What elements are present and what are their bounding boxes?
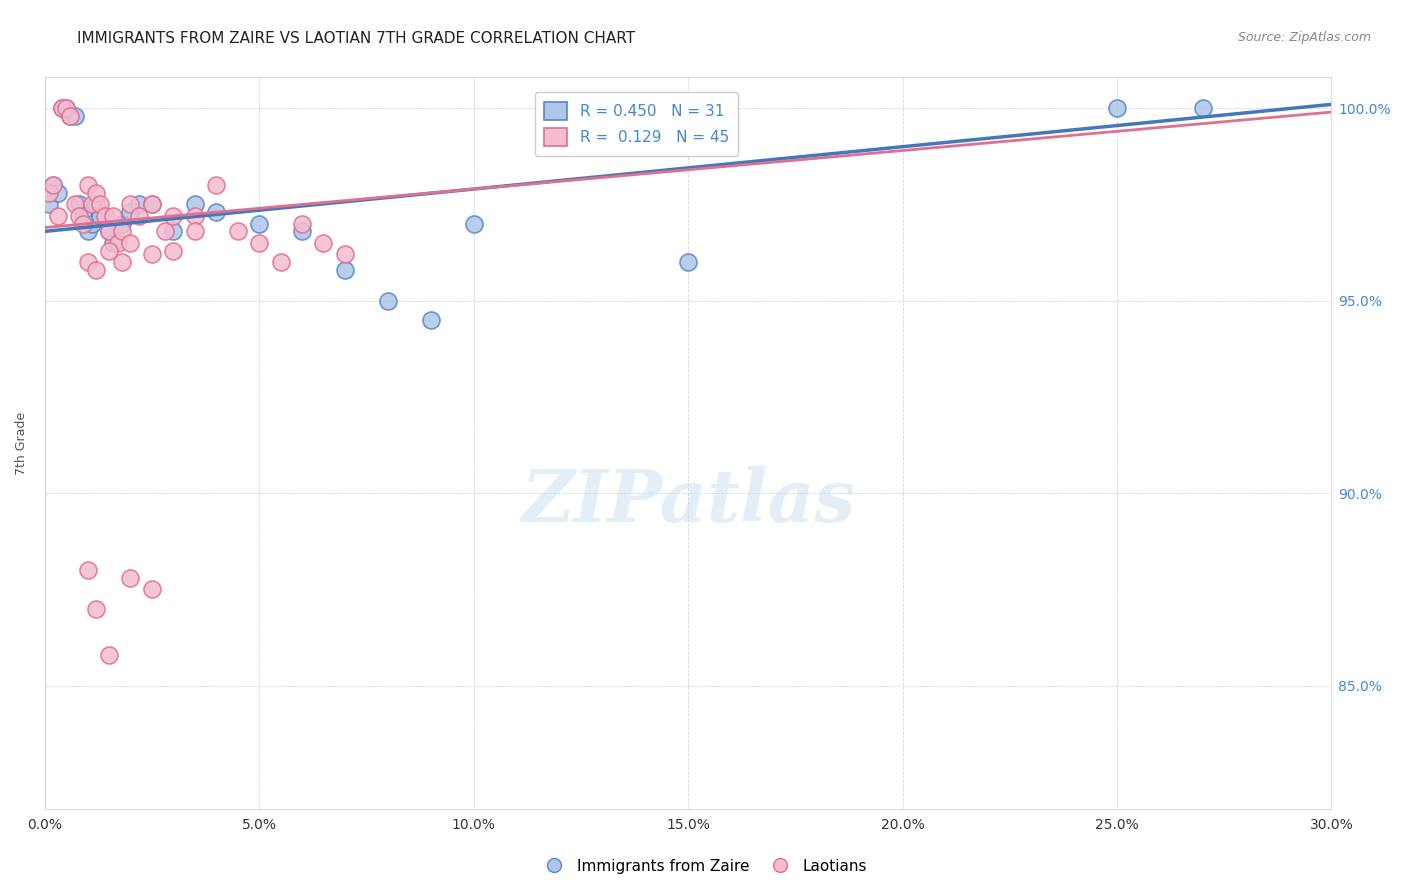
Point [333, 247, 356, 261]
Legend: R = 0.450   N = 31, R =  0.129   N = 45: R = 0.450 N = 31, R = 0.129 N = 45 [536, 93, 738, 155]
Point [67, 209, 90, 223]
Point [76, 255, 98, 269]
Point [419, 313, 441, 327]
Point [1105, 101, 1128, 115]
Legend: Immigrants from Zaire, Laotians: Immigrants from Zaire, Laotians [533, 853, 873, 880]
Point [38, 197, 60, 211]
Point [676, 255, 699, 269]
Point [55, 101, 77, 115]
Point [120, 571, 142, 585]
Point [72, 209, 94, 223]
Point [46, 186, 69, 200]
Point [141, 582, 163, 597]
Point [98, 244, 121, 258]
Point [226, 224, 249, 238]
Point [291, 224, 314, 238]
Point [67, 197, 90, 211]
Point [89, 209, 111, 223]
Point [89, 197, 111, 211]
Point [162, 209, 184, 223]
Point [205, 205, 228, 219]
Point [463, 217, 485, 231]
Text: IMMIGRANTS FROM ZAIRE VS LAOTIAN 7TH GRADE CORRELATION CHART: IMMIGRANTS FROM ZAIRE VS LAOTIAN 7TH GRA… [77, 31, 636, 46]
Point [120, 235, 142, 250]
Point [111, 224, 134, 238]
Point [162, 244, 184, 258]
Point [270, 255, 292, 269]
Point [103, 235, 125, 250]
Point [76, 563, 98, 577]
Point [84, 186, 107, 200]
Point [103, 209, 125, 223]
Point [72, 217, 94, 231]
Point [120, 197, 142, 211]
Point [153, 224, 176, 238]
Point [141, 197, 163, 211]
Text: ZIPatlas: ZIPatlas [522, 466, 855, 537]
Point [312, 235, 335, 250]
Point [59, 109, 82, 123]
Point [1191, 101, 1213, 115]
Point [63, 197, 86, 211]
Point [51, 101, 73, 115]
Point [46, 209, 69, 223]
Point [84, 601, 107, 615]
Point [128, 209, 150, 223]
Point [247, 235, 270, 250]
Point [42, 178, 65, 193]
Point [107, 235, 129, 250]
Point [111, 217, 134, 231]
Point [247, 217, 270, 231]
Point [76, 178, 98, 193]
Point [333, 263, 356, 277]
Point [76, 224, 98, 238]
Point [162, 224, 184, 238]
Point [80, 217, 103, 231]
Point [120, 205, 142, 219]
Point [63, 109, 86, 123]
Point [377, 293, 399, 308]
Point [676, 105, 699, 120]
Text: Source: ZipAtlas.com: Source: ZipAtlas.com [1237, 31, 1371, 45]
Point [84, 197, 107, 211]
Point [38, 186, 60, 200]
Point [205, 178, 228, 193]
Point [184, 224, 207, 238]
Point [141, 247, 163, 261]
Y-axis label: 7th Grade: 7th Grade [15, 411, 28, 475]
Point [98, 224, 121, 238]
Point [84, 263, 107, 277]
Point [98, 224, 121, 238]
Point [291, 217, 314, 231]
Point [55, 101, 77, 115]
Point [93, 209, 115, 223]
Point [98, 648, 121, 662]
Point [111, 255, 134, 269]
Point [128, 197, 150, 211]
Point [141, 197, 163, 211]
Point [51, 101, 73, 115]
Point [184, 197, 207, 211]
Point [184, 209, 207, 223]
Point [59, 109, 82, 123]
Point [42, 178, 65, 193]
Point [80, 197, 103, 211]
